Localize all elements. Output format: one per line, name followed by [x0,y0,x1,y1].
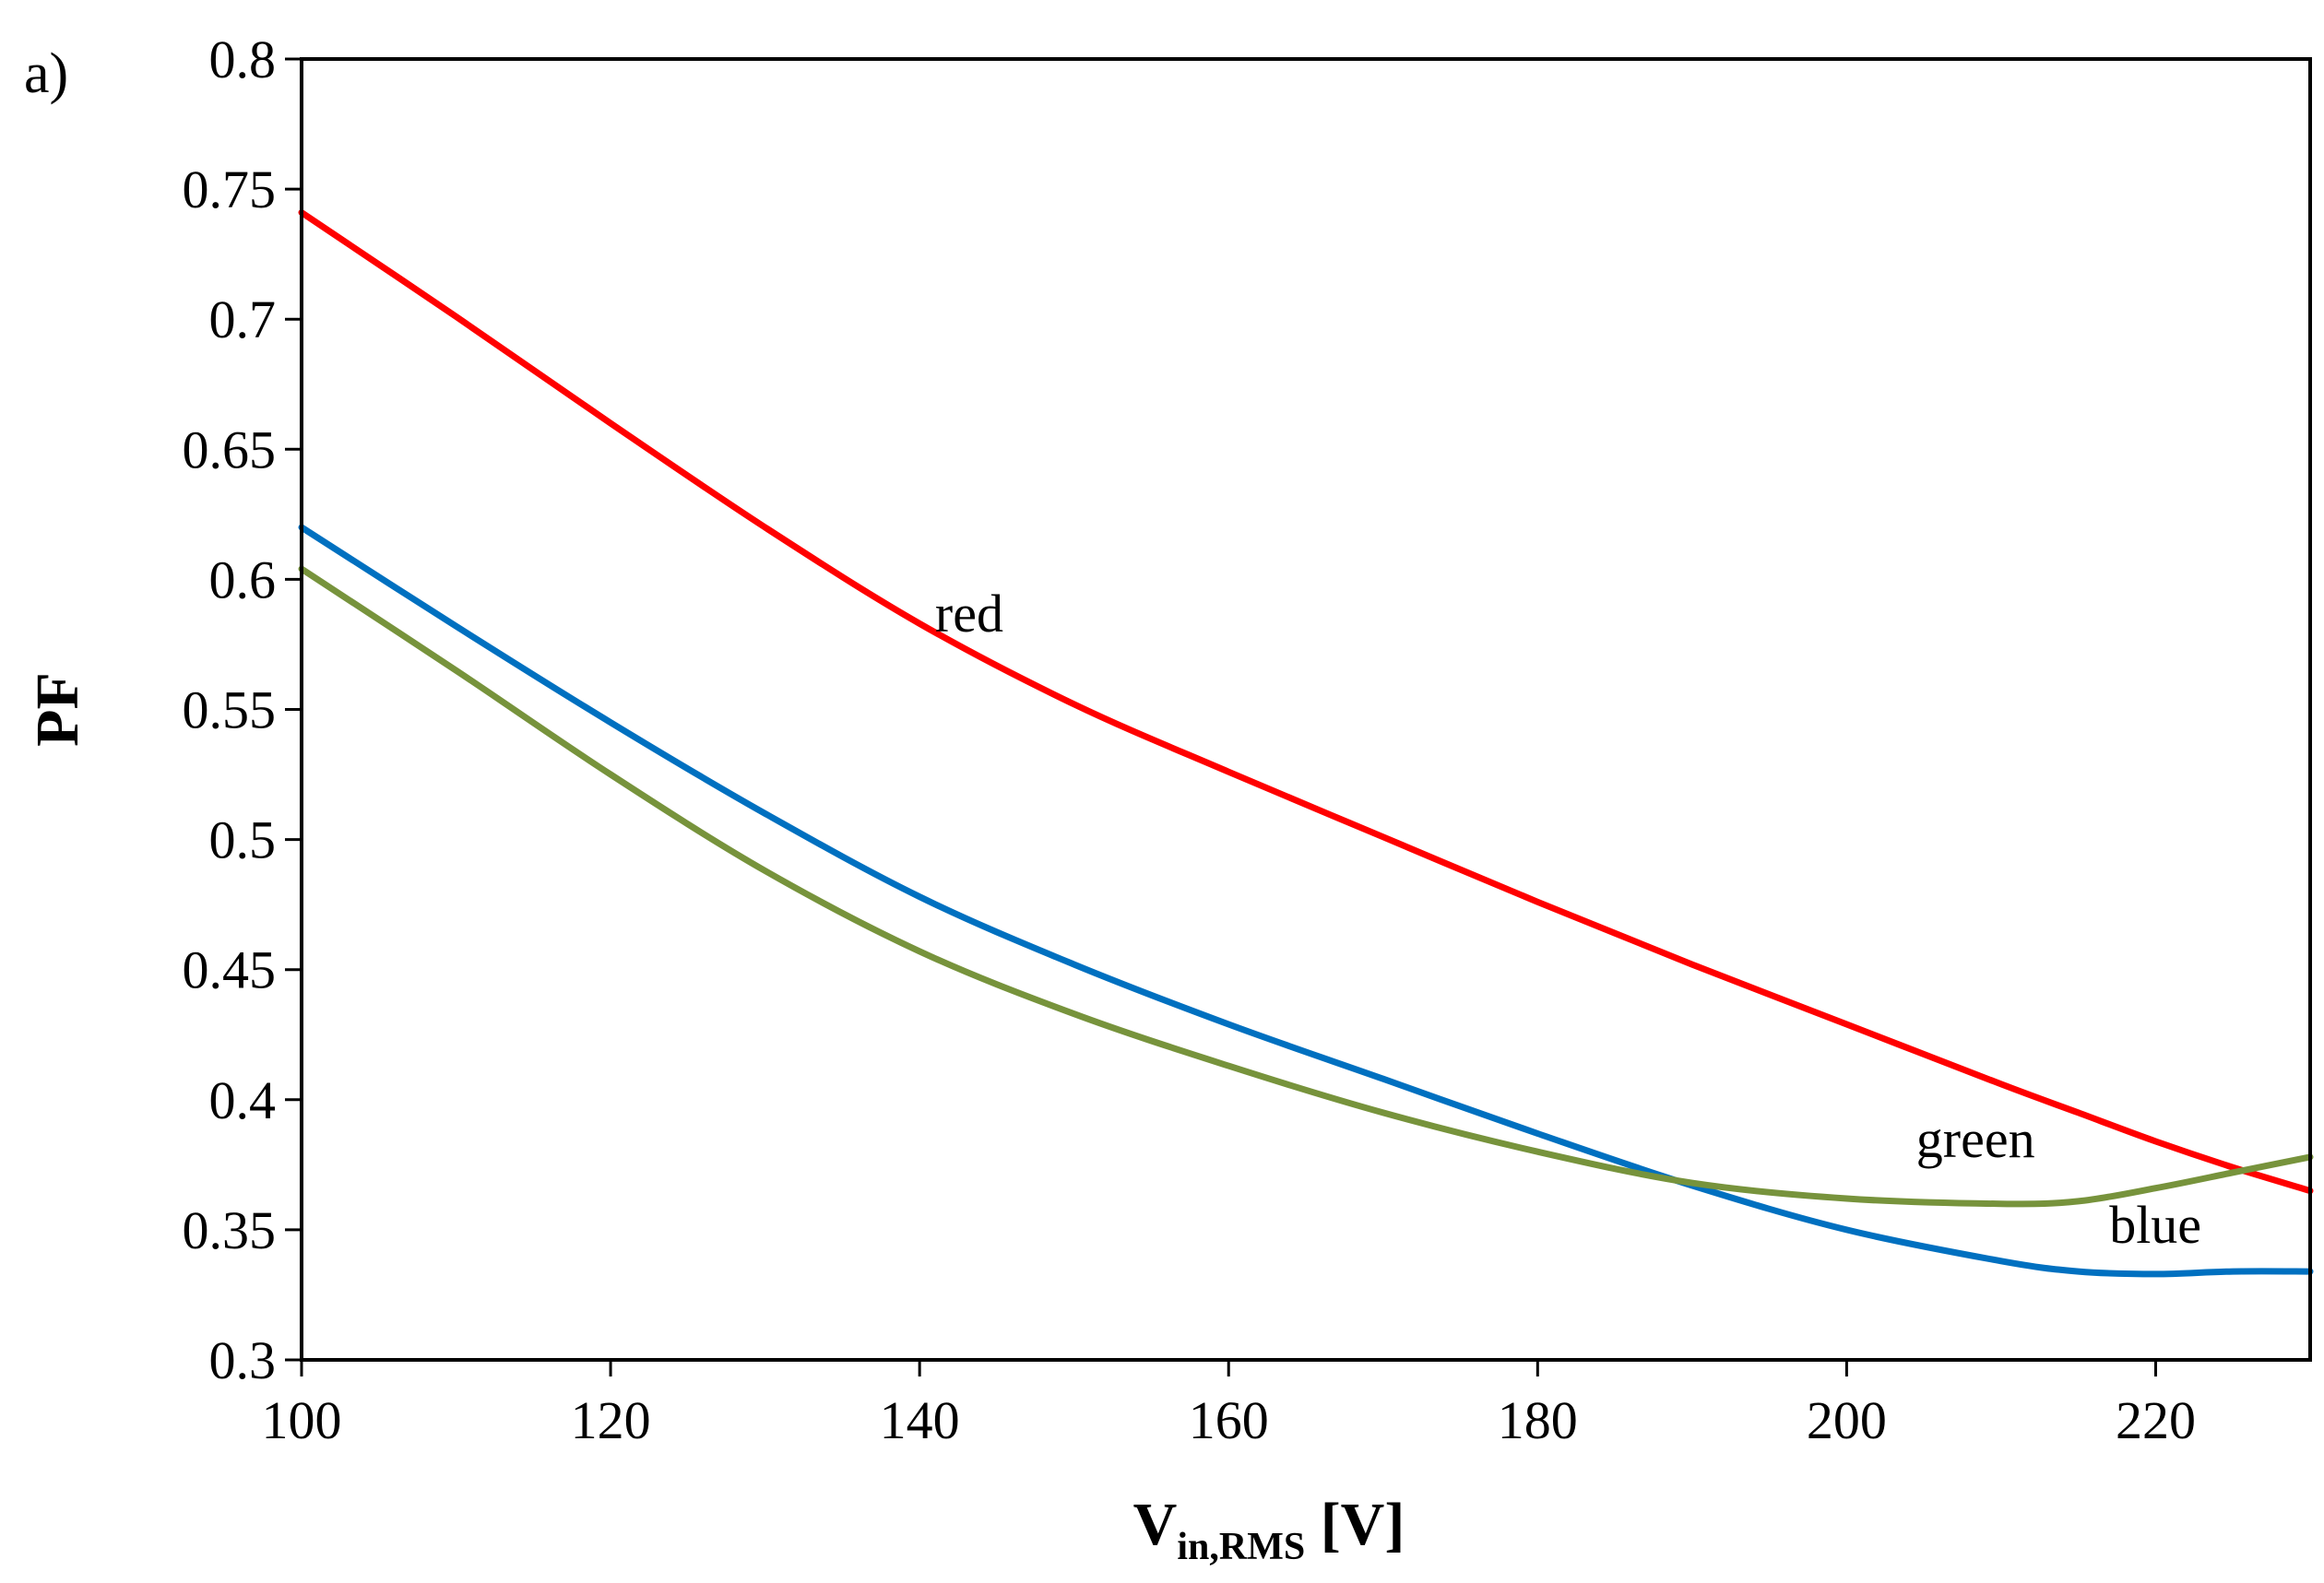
series-line-blue [298,524,2314,1278]
series-label-red: red [935,584,1003,644]
y-tick-label: 0.65 [183,419,277,479]
y-tick-label: 0.5 [209,810,277,870]
panel-label: a) [24,42,68,105]
x-axis-title-subscript: in,RMS [1177,1526,1305,1568]
y-tick-label: 0.45 [183,940,277,1000]
y-tick-label: 0.8 [209,30,277,89]
x-tick-label: 220 [2116,1390,2196,1450]
x-axis-title-unit: [V] [1305,1491,1405,1558]
y-tick-label: 0.7 [209,289,277,349]
y-axis-ticks: 0.3 0.35 0.4 0.45 0.5 0.55 0.6 0.65 0.7 0.75 0.8 [183,30,302,1390]
x-tick-label: 120 [571,1390,651,1450]
x-tick-label: 100 [262,1390,342,1450]
y-tick-label: 0.6 [209,549,277,609]
x-tick-label: 200 [1807,1390,1887,1450]
series-line-green [298,565,2314,1208]
x-tick-label: 160 [1189,1390,1269,1450]
series-label-blue: blue [2109,1195,2201,1255]
y-tick-label: 0.3 [209,1330,277,1390]
plot-area-frame [300,57,2312,1362]
x-axis-title: Vin,RMS [V] [1133,1491,1405,1568]
series-label-green: green [1916,1109,2035,1169]
x-tick-label: 180 [1498,1390,1578,1450]
x-axis-ticks: 100 120 140 160 180 200 220 [262,1360,2196,1450]
series-labels: red blue green [935,584,2201,1255]
series-layer [298,209,2314,1278]
x-axis-title-main: V [1133,1491,1178,1558]
y-tick-label: 0.4 [209,1070,277,1130]
y-tick-label: 0.55 [183,680,277,740]
series-line-red [298,209,2314,1195]
y-tick-label: 0.35 [183,1200,277,1260]
y-axis-title: PF [24,672,91,747]
y-tick-label: 0.75 [183,159,277,219]
x-tick-label: 140 [880,1390,960,1450]
